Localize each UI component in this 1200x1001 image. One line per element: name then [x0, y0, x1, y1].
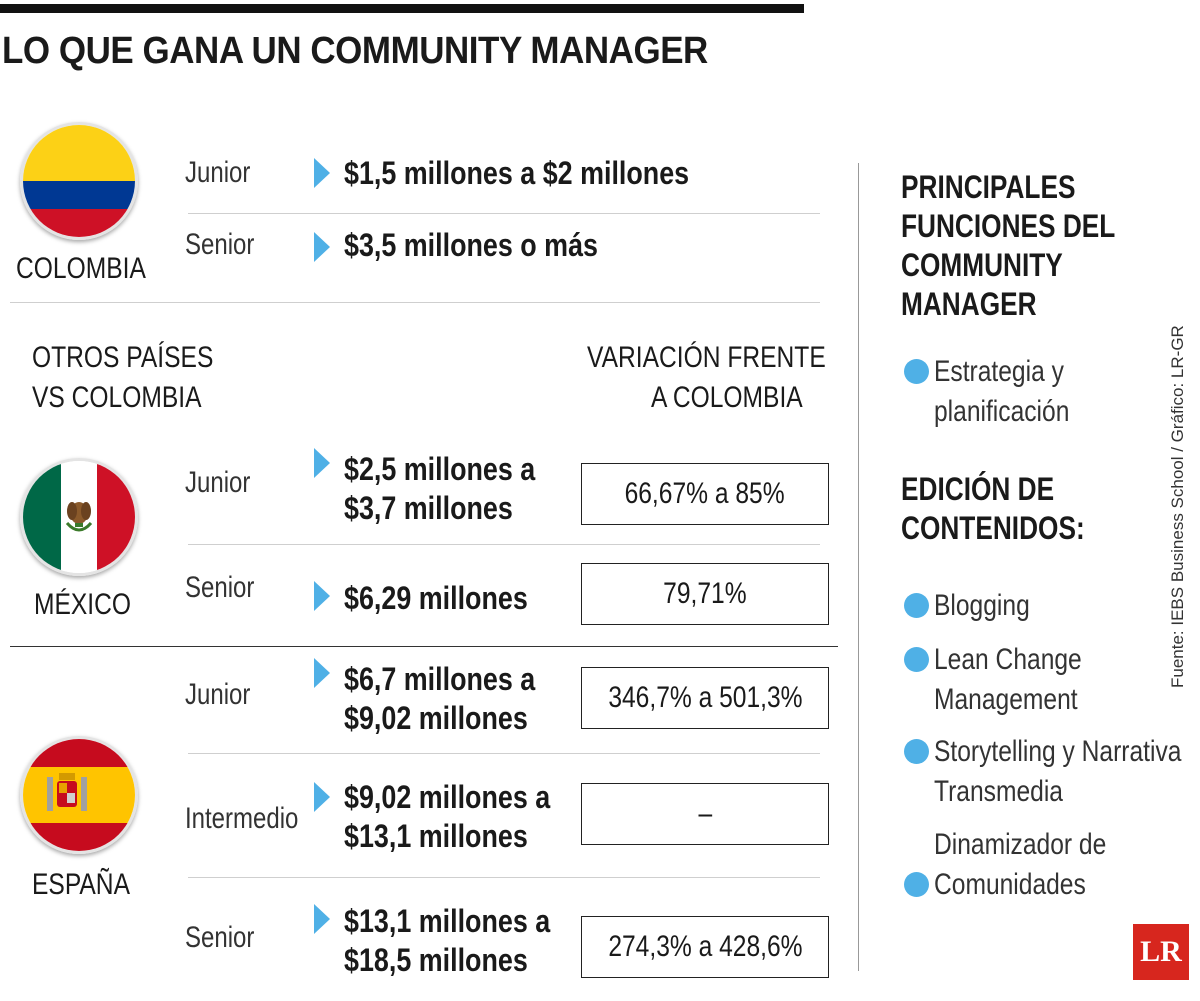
edicion-heading: EDICIÓN DE CONTENIDOS:	[901, 471, 1085, 546]
source-credit: Fuente: IEBS Business School / Gráfico: …	[1168, 325, 1187, 688]
bullet-dot-icon	[904, 593, 929, 618]
espana-senior-amount: $13,1 millones a $18,5 millones	[344, 903, 551, 978]
country-colombia: COLOMBIA	[16, 252, 146, 285]
divider	[10, 646, 838, 647]
espana-intermedio-variation: –	[581, 783, 829, 845]
mexico-junior-label: Junior	[185, 466, 251, 499]
mexico-senior-label: Senior	[185, 571, 255, 604]
country-mexico: MÉXICO	[34, 588, 132, 621]
bullet-dot-icon	[904, 739, 929, 764]
arrow-icon	[314, 232, 330, 262]
divider	[188, 213, 820, 214]
colombia-junior-amount: $1,5 millones a $2 millones	[344, 155, 690, 191]
mexico-junior-amount: $2,5 millones a $3,7 millones	[344, 451, 536, 526]
colombia-senior-amount: $3,5 millones o más	[344, 227, 598, 263]
mexico-senior-variation: 79,71%	[581, 563, 829, 625]
mexico-senior-amount: $6,29 millones	[344, 580, 528, 616]
spain-flag-icon	[20, 736, 138, 854]
function-item-dinamizador: Dinamizador de Comunidades	[934, 828, 1107, 901]
function-item-blogging: Blogging	[934, 589, 1030, 622]
arrow-icon	[314, 448, 330, 478]
espana-junior-label: Junior	[185, 678, 251, 711]
arrow-icon	[314, 904, 330, 934]
espana-junior-variation: 346,7% a 501,3%	[581, 667, 829, 729]
mexico-flag-icon	[20, 458, 138, 576]
function-item-lean-change: Lean Change Management	[934, 643, 1082, 716]
divider	[10, 302, 820, 303]
colombia-flag-icon	[20, 122, 138, 240]
comparison-heading-left: OTROS PAÍSES VS COLOMBIA	[32, 341, 214, 414]
colombia-junior-label: Junior	[185, 156, 251, 189]
mexico-junior-variation: 66,67% a 85%	[581, 463, 829, 525]
arrow-icon	[314, 782, 330, 812]
page-title: LO QUE GANA UN COMMUNITY MANAGER	[2, 30, 708, 72]
bullet-dot-icon	[904, 647, 929, 672]
function-item-storytelling: Storytelling y Narrativa Transmedia	[934, 735, 1182, 808]
arrow-icon	[314, 581, 330, 611]
comparison-heading-right: VARIACIÓN FRENTE A COLOMBIA	[587, 341, 826, 414]
column-divider	[858, 163, 859, 971]
colombia-senior-label: Senior	[185, 228, 255, 261]
top-rule	[0, 4, 804, 13]
country-espana: ESPAÑA	[32, 868, 130, 901]
lr-logo: LR	[1133, 924, 1189, 980]
espana-junior-amount: $6,7 millones a $9,02 millones	[344, 661, 536, 736]
arrow-icon	[314, 158, 330, 188]
divider	[188, 877, 820, 878]
divider	[188, 544, 820, 545]
bullet-dot-icon	[904, 359, 929, 384]
espana-intermedio-label: Intermedio	[185, 802, 299, 835]
espana-senior-variation: 274,3% a 428,6%	[581, 916, 829, 978]
espana-intermedio-amount: $9,02 millones a $13,1 millones	[344, 779, 551, 854]
function-item-estrategia: Estrategia y planificación	[934, 355, 1070, 428]
functions-heading: PRINCIPALES FUNCIONES DEL COMMUNITY MANA…	[901, 169, 1116, 322]
espana-senior-label: Senior	[185, 921, 255, 954]
bullet-dot-icon	[904, 872, 929, 897]
divider	[188, 753, 820, 754]
arrow-icon	[314, 658, 330, 688]
